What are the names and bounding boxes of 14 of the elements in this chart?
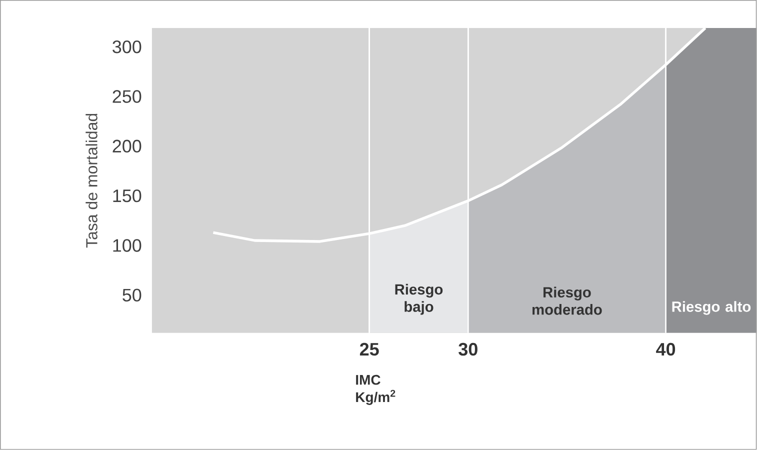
band-label: Riesgo alto (672, 301, 751, 315)
y-tick-label: 300 (112, 40, 142, 54)
y-tick-label: 100 (113, 239, 142, 252)
y-tick-label: 50 (122, 288, 142, 302)
x-tick-label: 40 (656, 342, 676, 356)
x-tick-label: 30 (458, 342, 478, 356)
y-tick-label: 250 (112, 90, 142, 103)
text: IMC Kg/m$^{2}$ (356, 374, 396, 406)
band-label: Riesgo bajo (395, 284, 443, 315)
y-tick-label: 150 (113, 190, 142, 202)
y-axis-title: Tasa de mortalidad (86, 114, 98, 248)
y-tick-label: 200 (112, 140, 142, 153)
band-label: Riesgo moderado (532, 286, 602, 315)
x-tick-label: 25 (360, 342, 379, 356)
